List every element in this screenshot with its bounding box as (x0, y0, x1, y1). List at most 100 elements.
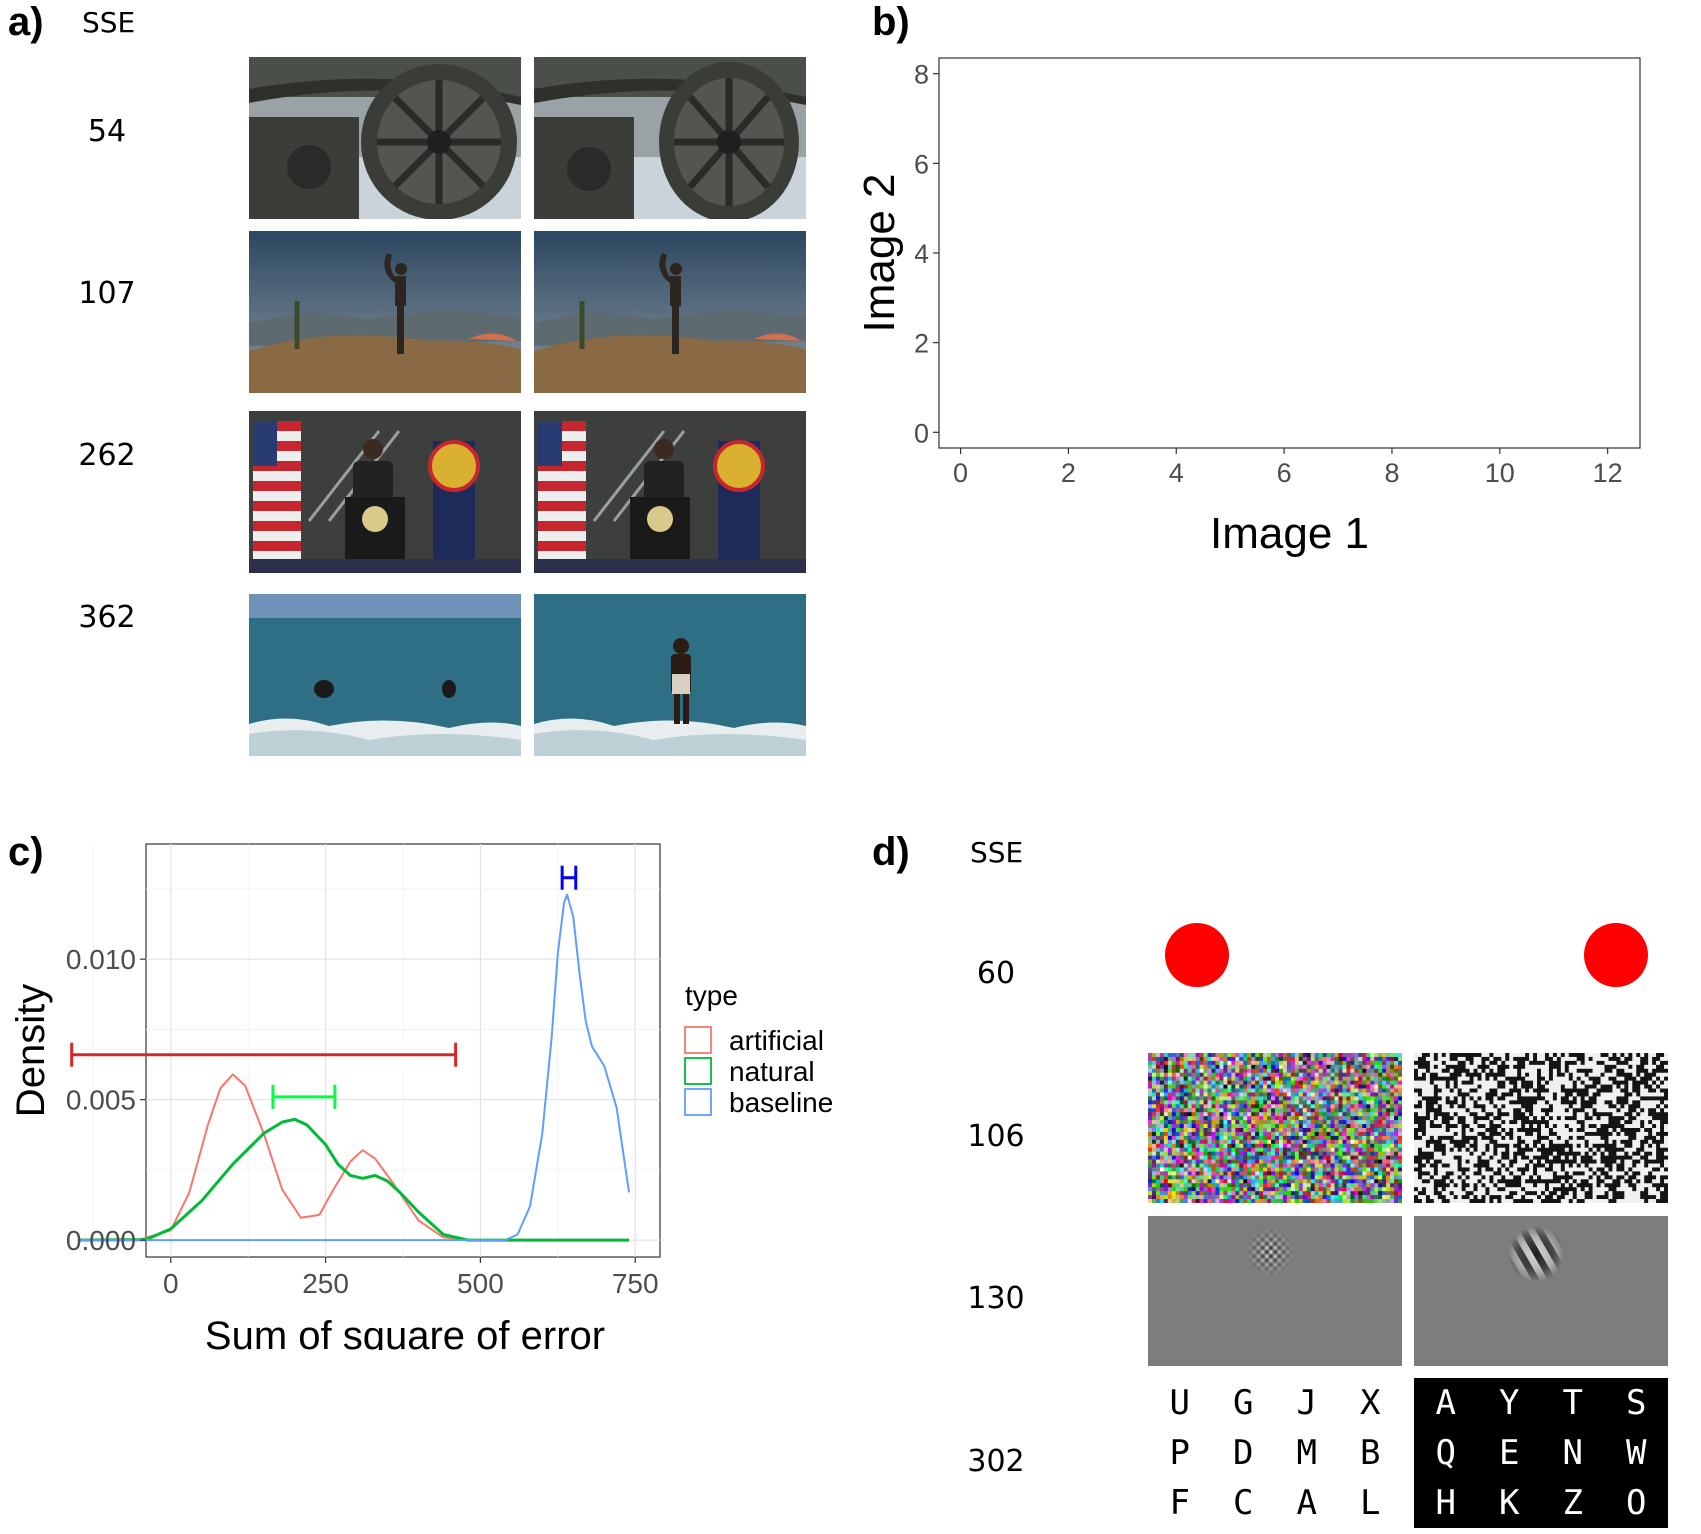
noise-pixel (1560, 1131, 1566, 1137)
noise-pixel (1306, 1116, 1312, 1121)
noise-pixel (1576, 1056, 1581, 1062)
noise-pixel (1342, 1195, 1347, 1200)
noise-pixel (1207, 1072, 1212, 1077)
noise-pixel (1568, 1147, 1574, 1152)
noise-pixel (1624, 1068, 1629, 1074)
noise-pixel (1330, 1053, 1335, 1058)
noise-pixel (1378, 1112, 1383, 1117)
noise-pixel (1366, 1072, 1371, 1077)
noise-pixel (1421, 1139, 1427, 1145)
noise-pixel (1334, 1064, 1339, 1070)
noise-pixel (1243, 1092, 1248, 1097)
noise-pixel (1306, 1096, 1312, 1101)
noise-pixel (1544, 1155, 1550, 1160)
noise-pixel (1628, 1092, 1633, 1097)
noise-pixel (1179, 1159, 1185, 1164)
noise-pixel (1314, 1072, 1319, 1077)
noise-pixel (1485, 1100, 1490, 1105)
noise-pixel (1485, 1167, 1490, 1172)
noise-pixel (1155, 1175, 1161, 1180)
noise-pixel (1354, 1112, 1359, 1117)
noise-pixel (1473, 1191, 1478, 1196)
noise-pixel (1318, 1064, 1323, 1070)
noise-pixel (1251, 1100, 1256, 1105)
noise-pixel (1473, 1064, 1478, 1070)
noise-pixel (1167, 1068, 1173, 1074)
noise-pixel (1572, 1139, 1578, 1145)
noise-pixel (1314, 1092, 1319, 1097)
noise-pixel (1481, 1191, 1486, 1196)
noise-pixel (1187, 1128, 1192, 1133)
noise-pixel (1493, 1068, 1498, 1074)
noise-pixel (1227, 1167, 1232, 1172)
noise-pixel (1489, 1179, 1494, 1184)
noise-pixel (1644, 1100, 1649, 1105)
noise-pixel (1644, 1096, 1649, 1101)
noise-pixel (1525, 1124, 1530, 1129)
noise-pixel (1294, 1128, 1300, 1133)
noise-pixel (1374, 1135, 1379, 1141)
noise-pixel (1163, 1171, 1169, 1176)
noise-pixel (1259, 1064, 1264, 1070)
noise-pixel (1441, 1112, 1447, 1117)
noise-pixel (1342, 1187, 1347, 1192)
noise-pixel (1441, 1100, 1447, 1105)
noise-pixel (1358, 1120, 1363, 1125)
noise-pixel (1608, 1171, 1613, 1176)
noise-pixel (1239, 1187, 1244, 1192)
noise-pixel (1620, 1155, 1625, 1160)
noise-pixel (1195, 1155, 1200, 1160)
noise-pixel (1223, 1104, 1228, 1109)
noise-pixel (1441, 1175, 1447, 1180)
noise-pixel (1334, 1068, 1339, 1074)
noise-pixel (1334, 1096, 1339, 1101)
noise-pixel (1517, 1139, 1522, 1145)
noise-pixel (1199, 1096, 1204, 1101)
noise-pixel (1394, 1112, 1399, 1117)
noise-pixel (1572, 1183, 1578, 1188)
noise-pixel (1544, 1175, 1550, 1180)
noise-pixel (1282, 1175, 1288, 1180)
noise-pixel (1298, 1092, 1304, 1097)
noise-pixel (1243, 1084, 1248, 1089)
noise-pixel (1656, 1151, 1661, 1156)
noise-pixel (1648, 1076, 1653, 1081)
noise-pixel (1624, 1167, 1629, 1172)
noise-pixel (1179, 1068, 1185, 1074)
noise-pixel (1453, 1053, 1458, 1058)
noise-pixel (1457, 1155, 1462, 1160)
noise-pixel (1298, 1151, 1304, 1156)
noise-pixel (1386, 1108, 1391, 1113)
noise-pixel (1386, 1139, 1391, 1145)
noise-pixel (1374, 1187, 1379, 1192)
noise-pixel (1656, 1104, 1661, 1109)
noise-pixel (1263, 1179, 1268, 1184)
noise-pixel (1294, 1155, 1300, 1160)
noise-pixel (1259, 1120, 1264, 1125)
noise-pixel (1286, 1076, 1292, 1081)
noise-pixel (1227, 1104, 1232, 1109)
noise-pixel (1497, 1064, 1502, 1070)
noise-pixel (1314, 1171, 1319, 1176)
noise-pixel (1187, 1088, 1192, 1093)
noise-pixel (1501, 1135, 1506, 1141)
noise-pixel (1489, 1151, 1494, 1156)
noise-pixel (1481, 1159, 1486, 1164)
noise-pixel (1155, 1171, 1161, 1176)
noise-pixel (1302, 1112, 1308, 1117)
noise-pixel (1457, 1139, 1462, 1145)
noise-pixel (1378, 1068, 1383, 1074)
noise-pixel (1501, 1116, 1506, 1121)
noise-pixel (1247, 1068, 1252, 1074)
noise-pixel (1584, 1171, 1589, 1176)
noise-pixel (1314, 1147, 1319, 1152)
noise-pixel (1473, 1135, 1478, 1141)
noise-pixel (1282, 1183, 1288, 1188)
noise-pixel (1576, 1143, 1581, 1149)
noise-pixel (1227, 1179, 1232, 1184)
noise-pixel (1417, 1171, 1423, 1176)
noise-pixel (1425, 1060, 1431, 1066)
noise-pixel (1600, 1072, 1605, 1077)
noise-pixel (1203, 1139, 1208, 1145)
noise-pixel (1414, 1199, 1419, 1203)
